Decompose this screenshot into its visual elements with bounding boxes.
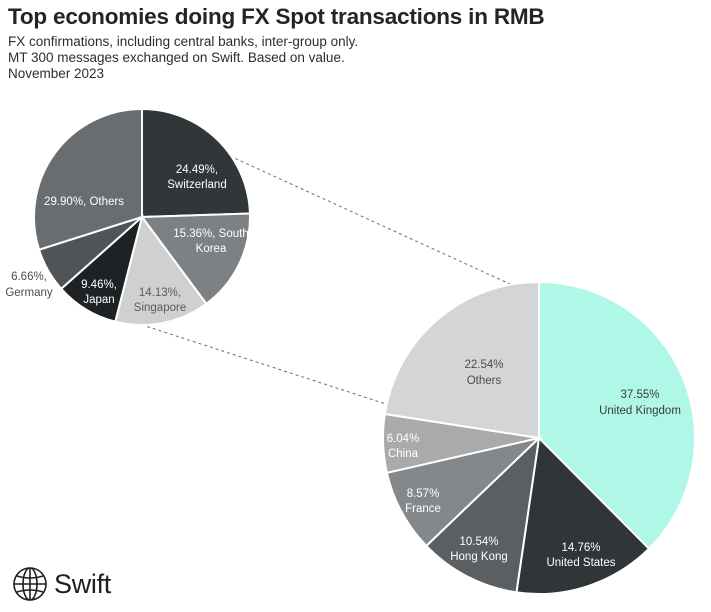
- secondary-slice-switzerland: [141, 107, 251, 219]
- label-others-secondary: 29.90%, Others: [44, 196, 124, 208]
- label-france-line-2: France: [405, 503, 441, 515]
- globe-icon: [13, 567, 47, 601]
- label-hong-kong-line-1: 10.54%: [459, 536, 498, 548]
- label-switzerland-line-2: Switzerland: [167, 179, 226, 191]
- secondary-pie: [33, 107, 251, 326]
- label-japan-line-2: Japan: [83, 294, 114, 306]
- secondary-slice-others: [33, 107, 143, 251]
- slice-labels: 37.55% United Kingdom 14.76% United States 1…: [5, 164, 681, 569]
- label-singapore-line-1: 14.13%,: [139, 287, 181, 299]
- main-slice-hong-kong: [424, 435, 541, 594]
- secondary-slice-south-korea: [140, 212, 251, 306]
- connector-line-2: [129, 320, 387, 405]
- label-others-main-line-1: 22.54%: [464, 359, 503, 371]
- label-germany-line-1: 6.66%,: [11, 271, 47, 283]
- swift-logo: Swift: [12, 566, 111, 602]
- main-slice-united-kingdom: [538, 280, 696, 551]
- main-slice-united-states: [515, 435, 651, 595]
- label-united-states-line-2: United States: [546, 557, 615, 569]
- label-south-korea-line-1: 15.36%, South: [173, 228, 248, 240]
- main-pie: [382, 280, 696, 595]
- label-united-kingdom-line-1: 37.55%: [620, 389, 659, 401]
- label-germany-line-2: Germany: [5, 287, 53, 299]
- chart-title: Top economies doing FX Spot transactions…: [8, 4, 545, 29]
- label-south-korea-line-2: Korea: [196, 243, 227, 255]
- connector-lines: [129, 140, 511, 405]
- label-switzerland-line-1: 24.49%,: [176, 164, 218, 176]
- label-others-main-line-2: Others: [467, 375, 502, 387]
- label-china-line-1: 6.04%: [387, 433, 420, 445]
- subtitle-line-1: FX confirmations, including central bank…: [8, 34, 359, 49]
- label-japan-line-1: 9.46%,: [81, 279, 117, 291]
- subtitle-line-2: MT 300 messages exchanged on Swift. Base…: [8, 50, 345, 65]
- label-singapore-line-2: Singapore: [134, 302, 186, 314]
- main-slice-others: [383, 280, 540, 440]
- label-china-line-2: China: [388, 448, 419, 460]
- label-hong-kong-line-2: Hong Kong: [450, 551, 508, 563]
- brand-name: Swift: [54, 568, 112, 599]
- label-france-line-1: 8.57%: [407, 488, 440, 500]
- label-united-kingdom-line-2: United Kingdom: [599, 405, 681, 417]
- subtitle-line-3: November 2023: [8, 66, 105, 81]
- label-united-states-line-1: 14.76%: [561, 542, 600, 554]
- secondary-slice-singapore: [114, 214, 208, 326]
